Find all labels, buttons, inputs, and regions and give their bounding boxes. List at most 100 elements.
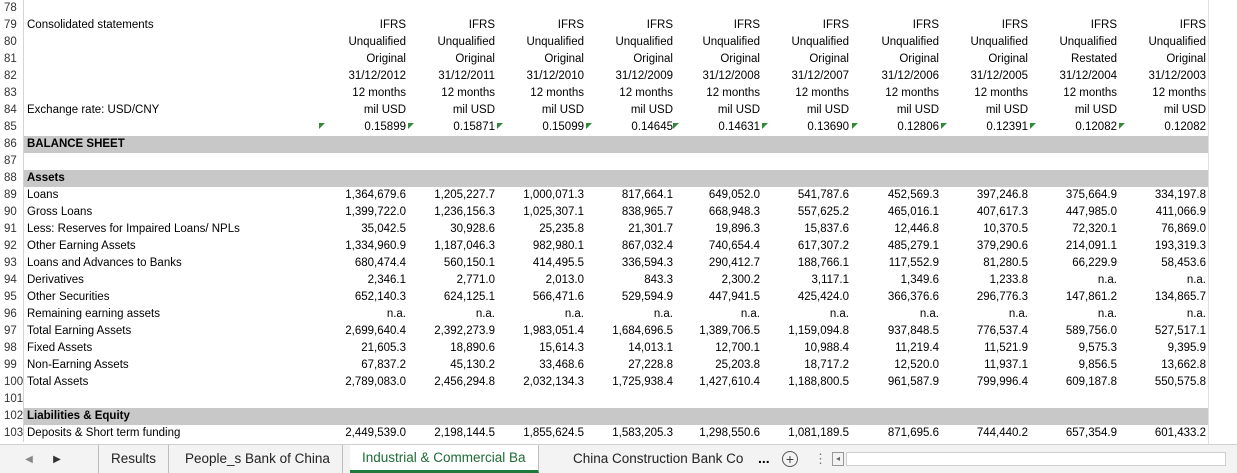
row-label[interactable]: Derivatives: [27, 274, 84, 286]
data-cell[interactable]: mil USD: [630, 104, 673, 116]
data-cell[interactable]: 366,376.6: [887, 291, 939, 303]
data-cell[interactable]: 336,594.3: [621, 257, 673, 269]
data-cell[interactable]: 290,412.7: [708, 257, 760, 269]
data-cell[interactable]: 12 months: [795, 87, 849, 99]
data-cell[interactable]: 589,756.0: [1065, 325, 1117, 337]
data-cell[interactable]: 9,575.3: [1078, 342, 1117, 354]
data-cell[interactable]: 617,307.2: [797, 240, 849, 252]
data-cell[interactable]: IFRS: [468, 19, 495, 31]
data-cell[interactable]: 12,446.8: [894, 223, 939, 235]
data-cell[interactable]: 31/12/2008: [702, 70, 760, 82]
row-number[interactable]: 95: [0, 289, 24, 306]
data-cell[interactable]: 0.12806: [897, 121, 939, 133]
data-cell[interactable]: 1,081,189.5: [788, 427, 849, 439]
data-cell[interactable]: IFRS: [557, 19, 584, 31]
data-cell[interactable]: 2,300.2: [721, 274, 760, 286]
data-cell[interactable]: Original: [720, 53, 760, 65]
row-number[interactable]: 96: [0, 306, 24, 323]
data-cell[interactable]: 45,130.2: [450, 359, 495, 371]
section-assets[interactable]: Assets: [27, 172, 65, 184]
data-cell[interactable]: n.a.: [564, 308, 584, 320]
data-cell[interactable]: n.a.: [386, 308, 406, 320]
row-number[interactable]: 91: [0, 221, 24, 238]
row-number[interactable]: 97: [0, 323, 24, 340]
data-cell[interactable]: IFRS: [1090, 19, 1117, 31]
data-cell[interactable]: 1,983,051.4: [523, 325, 584, 337]
data-cell[interactable]: 379,290.6: [976, 240, 1028, 252]
tab-results[interactable]: Results: [98, 445, 170, 473]
header-label[interactable]: Consolidated statements: [27, 19, 154, 31]
data-cell[interactable]: 76,869.0: [1161, 223, 1206, 235]
data-cell[interactable]: Unqualified: [1148, 36, 1206, 48]
row-number[interactable]: 93: [0, 255, 24, 272]
data-cell[interactable]: 2,392,273.9: [434, 325, 495, 337]
data-cell[interactable]: 12 months: [706, 87, 760, 99]
data-cell[interactable]: 21,301.7: [628, 223, 673, 235]
data-cell[interactable]: Original: [809, 53, 849, 65]
data-cell[interactable]: 11,219.4: [895, 342, 939, 354]
row-number[interactable]: 81: [0, 51, 24, 68]
data-cell[interactable]: 31/12/2005: [970, 70, 1028, 82]
data-cell[interactable]: 12,700.1: [715, 342, 760, 354]
data-cell[interactable]: 1,855,624.5: [523, 427, 584, 439]
section-balance-sheet[interactable]: BALANCE SHEET: [27, 138, 125, 150]
data-cell[interactable]: 0.14631: [718, 121, 760, 133]
data-cell[interactable]: mil USD: [985, 104, 1028, 116]
row-label[interactable]: Remaining earning assets: [27, 308, 160, 320]
row-label[interactable]: Less: Reserves for Impaired Loans/ NPLs: [27, 223, 240, 235]
data-cell[interactable]: 527,517.1: [1154, 325, 1206, 337]
row-number[interactable]: 78: [0, 0, 24, 17]
data-cell[interactable]: Restated: [1070, 53, 1117, 65]
data-cell[interactable]: 2,346.1: [367, 274, 406, 286]
data-cell[interactable]: n.a.: [1186, 308, 1206, 320]
data-cell[interactable]: 188,766.1: [797, 257, 849, 269]
data-cell[interactable]: n.a.: [1097, 308, 1117, 320]
data-cell[interactable]: 1,389,706.5: [699, 325, 760, 337]
data-cell[interactable]: 2,456,294.8: [434, 376, 495, 388]
data-cell[interactable]: 982,980.1: [532, 240, 584, 252]
data-cell[interactable]: 0.15899: [364, 121, 406, 133]
data-cell[interactable]: 1,334,960.9: [345, 240, 406, 252]
horizontal-scrollbar[interactable]: [846, 452, 1226, 466]
data-cell[interactable]: 609,187.8: [1065, 376, 1117, 388]
data-cell[interactable]: 81,280.5: [983, 257, 1028, 269]
data-cell[interactable]: 776,537.4: [976, 325, 1028, 337]
data-cell[interactable]: 0.15871: [453, 121, 495, 133]
data-cell[interactable]: 447,985.0: [1065, 206, 1117, 218]
data-cell[interactable]: 193,319.3: [1154, 240, 1206, 252]
data-cell[interactable]: 1,349.6: [900, 274, 939, 286]
row-number[interactable]: 79: [0, 17, 24, 34]
data-cell[interactable]: 1,583,205.3: [612, 427, 673, 439]
row-label[interactable]: Total Assets: [27, 376, 89, 388]
data-cell[interactable]: 1,205,227.7: [434, 189, 495, 201]
data-cell[interactable]: 2,771.0: [456, 274, 495, 286]
data-cell[interactable]: 12,520.0: [894, 359, 939, 371]
data-cell[interactable]: IFRS: [646, 19, 673, 31]
row-label[interactable]: Other Securities: [27, 291, 110, 303]
data-cell[interactable]: 18,890.6: [450, 342, 495, 354]
data-cell[interactable]: 0.12082: [1075, 121, 1117, 133]
data-cell[interactable]: 0.13690: [807, 121, 849, 133]
data-cell[interactable]: 27,228.8: [628, 359, 673, 371]
data-cell[interactable]: 744,440.2: [976, 427, 1028, 439]
data-cell[interactable]: 1,233.8: [989, 274, 1028, 286]
data-cell[interactable]: 12 months: [885, 87, 939, 99]
data-cell[interactable]: IFRS: [379, 19, 406, 31]
data-cell[interactable]: 1,364,679.6: [345, 189, 406, 201]
data-cell[interactable]: IFRS: [733, 19, 760, 31]
data-cell[interactable]: 12 months: [441, 87, 495, 99]
data-cell[interactable]: 31/12/2011: [438, 70, 495, 82]
data-cell[interactable]: 25,235.8: [539, 223, 584, 235]
data-cell[interactable]: 529,594.9: [621, 291, 673, 303]
data-cell[interactable]: 2,699,640.4: [345, 325, 406, 337]
row-number[interactable]: 92: [0, 238, 24, 255]
data-cell[interactable]: 425,424.0: [797, 291, 849, 303]
data-cell[interactable]: n.a.: [1008, 308, 1028, 320]
data-cell[interactable]: Unqualified: [970, 36, 1028, 48]
data-cell[interactable]: Original: [988, 53, 1028, 65]
data-cell[interactable]: 25,203.8: [715, 359, 760, 371]
data-cell[interactable]: 1,188,800.5: [788, 376, 849, 388]
data-cell[interactable]: mil USD: [1074, 104, 1117, 116]
data-cell[interactable]: 0.12391: [986, 121, 1028, 133]
data-cell[interactable]: 407,617.3: [976, 206, 1028, 218]
